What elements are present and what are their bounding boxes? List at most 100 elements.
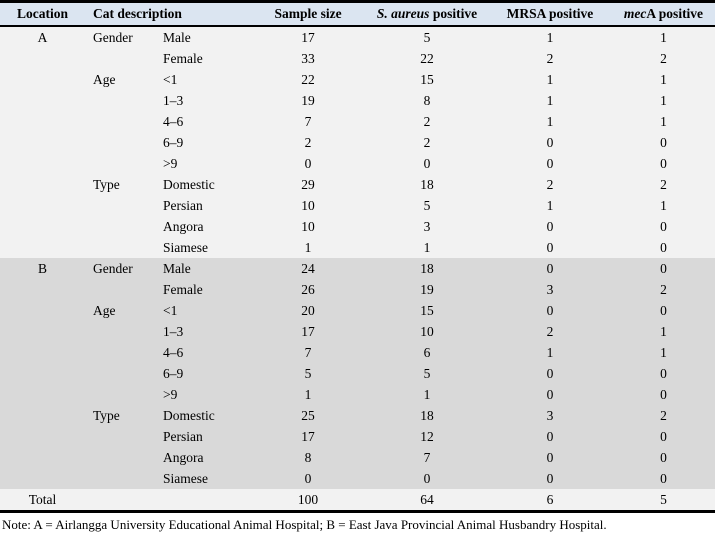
sample-size-cell: 22	[250, 69, 366, 90]
mrsa-positive-cell: 1	[488, 26, 612, 48]
meca-positive-cell: 2	[612, 48, 715, 69]
s-aureus-positive-cell: 7	[366, 447, 488, 468]
table-row: 6–9 5 5 0 0	[0, 363, 715, 384]
s-aureus-positive-cell: 2	[366, 132, 488, 153]
subcategory-cell: Domestic	[155, 405, 250, 426]
meca-positive-cell: 1	[612, 111, 715, 132]
table-row: Type Domestic 25 18 3 2	[0, 405, 715, 426]
meca-positive-cell: 0	[612, 237, 715, 258]
col-header-s-aureus-positive: S. aureus positive	[366, 1, 488, 27]
location-cell	[0, 426, 85, 447]
s-aureus-positive-cell: 8	[366, 90, 488, 111]
mrsa-positive-cell: 0	[488, 426, 612, 447]
s-aureus-positive-cell: 3	[366, 216, 488, 237]
s-aureus-positive-cell: 18	[366, 258, 488, 279]
table-row: Angora 10 3 0 0	[0, 216, 715, 237]
location-cell	[0, 111, 85, 132]
meca-rest-label: A positive	[646, 6, 704, 21]
s-aureus-positive-cell: 12	[366, 426, 488, 447]
location-cell	[0, 342, 85, 363]
meca-positive-cell: 0	[612, 132, 715, 153]
category-cell: Type	[85, 405, 155, 426]
s-aureus-positive-cell: 6	[366, 342, 488, 363]
category-cell: Age	[85, 69, 155, 90]
category-cell	[85, 468, 155, 489]
sample-size-cell: 17	[250, 426, 366, 447]
category-cell	[85, 195, 155, 216]
s-aureus-positive-cell: 15	[366, 69, 488, 90]
s-aureus-italic-label: S. aureus	[376, 6, 430, 21]
table-row: 1–3 19 8 1 1	[0, 90, 715, 111]
table-row: Female 33 22 2 2	[0, 48, 715, 69]
meca-positive-cell: 1	[612, 321, 715, 342]
s-aureus-positive-cell: 18	[366, 405, 488, 426]
subcategory-cell: >9	[155, 384, 250, 405]
table-row: Persian 10 5 1 1	[0, 195, 715, 216]
category-cell	[85, 216, 155, 237]
table-row: Age <1 22 15 1 1	[0, 69, 715, 90]
sample-size-cell: 1	[250, 384, 366, 405]
sample-size-cell: 26	[250, 279, 366, 300]
table-row: Type Domestic 29 18 2 2	[0, 174, 715, 195]
location-cell	[0, 48, 85, 69]
sample-size-cell: 17	[250, 26, 366, 48]
location-cell: B	[0, 258, 85, 279]
s-aureus-positive-cell: 64	[366, 489, 488, 512]
col-header-location: Location	[0, 1, 85, 27]
sample-size-cell: 0	[250, 468, 366, 489]
footnote: Note: A = Airlangga University Education…	[2, 517, 607, 532]
mrsa-positive-cell: 0	[488, 258, 612, 279]
col-header-meca-positive: mecA positive	[612, 1, 715, 27]
meca-positive-cell: 5	[612, 489, 715, 512]
meca-positive-cell: 1	[612, 195, 715, 216]
mrsa-positive-cell: 3	[488, 279, 612, 300]
sample-size-cell: 1	[250, 237, 366, 258]
location-cell	[0, 363, 85, 384]
sample-size-cell: 10	[250, 195, 366, 216]
category-cell	[85, 153, 155, 174]
s-aureus-positive-cell: 22	[366, 48, 488, 69]
cat-samples-table: Location Cat description Sample size S. …	[0, 0, 715, 513]
s-aureus-positive-cell: 0	[366, 468, 488, 489]
subcategory-cell: 6–9	[155, 132, 250, 153]
sample-size-cell: 25	[250, 405, 366, 426]
col-header-sample-size: Sample size	[250, 1, 366, 27]
category-cell	[85, 447, 155, 468]
subcategory-cell: <1	[155, 69, 250, 90]
location-cell	[0, 384, 85, 405]
subcategory-cell: Domestic	[155, 174, 250, 195]
meca-positive-cell: 0	[612, 426, 715, 447]
table-row: Siamese 1 1 0 0	[0, 237, 715, 258]
s-aureus-positive-cell: 2	[366, 111, 488, 132]
s-aureus-positive-cell: 1	[366, 384, 488, 405]
table-row: >9 0 0 0 0	[0, 153, 715, 174]
subcategory-cell: 1–3	[155, 321, 250, 342]
category-cell	[85, 48, 155, 69]
sample-size-cell: 7	[250, 111, 366, 132]
header-row: Location Cat description Sample size S. …	[0, 1, 715, 27]
subcategory-cell: Female	[155, 279, 250, 300]
location-cell	[0, 300, 85, 321]
subcategory-cell: Angora	[155, 216, 250, 237]
mrsa-positive-cell: 0	[488, 132, 612, 153]
meca-positive-cell: 1	[612, 342, 715, 363]
subcategory-cell: Siamese	[155, 237, 250, 258]
category-cell: Type	[85, 174, 155, 195]
category-cell: Gender	[85, 258, 155, 279]
meca-positive-cell: 0	[612, 258, 715, 279]
location-cell	[0, 90, 85, 111]
meca-positive-cell: 2	[612, 405, 715, 426]
sample-size-cell: 0	[250, 153, 366, 174]
sample-size-cell: 100	[250, 489, 366, 512]
table-row: Female 26 19 3 2	[0, 279, 715, 300]
subcategory-cell: Persian	[155, 195, 250, 216]
category-cell	[85, 279, 155, 300]
category-cell	[85, 132, 155, 153]
meca-positive-cell: 2	[612, 174, 715, 195]
category-cell	[85, 90, 155, 111]
mrsa-positive-cell: 0	[488, 153, 612, 174]
category-cell: Gender	[85, 26, 155, 48]
category-cell	[85, 321, 155, 342]
location-cell	[0, 174, 85, 195]
meca-positive-cell: 2	[612, 279, 715, 300]
